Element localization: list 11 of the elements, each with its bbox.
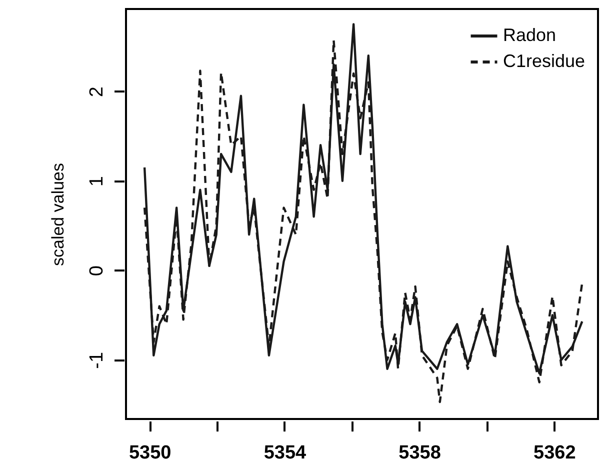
y-tick-label: 1 [86, 176, 108, 187]
x-tick-label: 5350 [128, 442, 172, 464]
y-tick-label: -1 [86, 352, 108, 369]
y-tick-label: 2 [86, 86, 108, 98]
x-tick-label: 5354 [264, 442, 307, 464]
y-axis-title: scaled values [48, 162, 68, 266]
x-tick-label: 5362 [534, 442, 576, 464]
legend-label: C1residue [503, 51, 586, 71]
legend-label: Radon [503, 25, 556, 45]
y-tick-label: 0 [86, 266, 108, 276]
x-tick-label: 5358 [398, 442, 441, 464]
